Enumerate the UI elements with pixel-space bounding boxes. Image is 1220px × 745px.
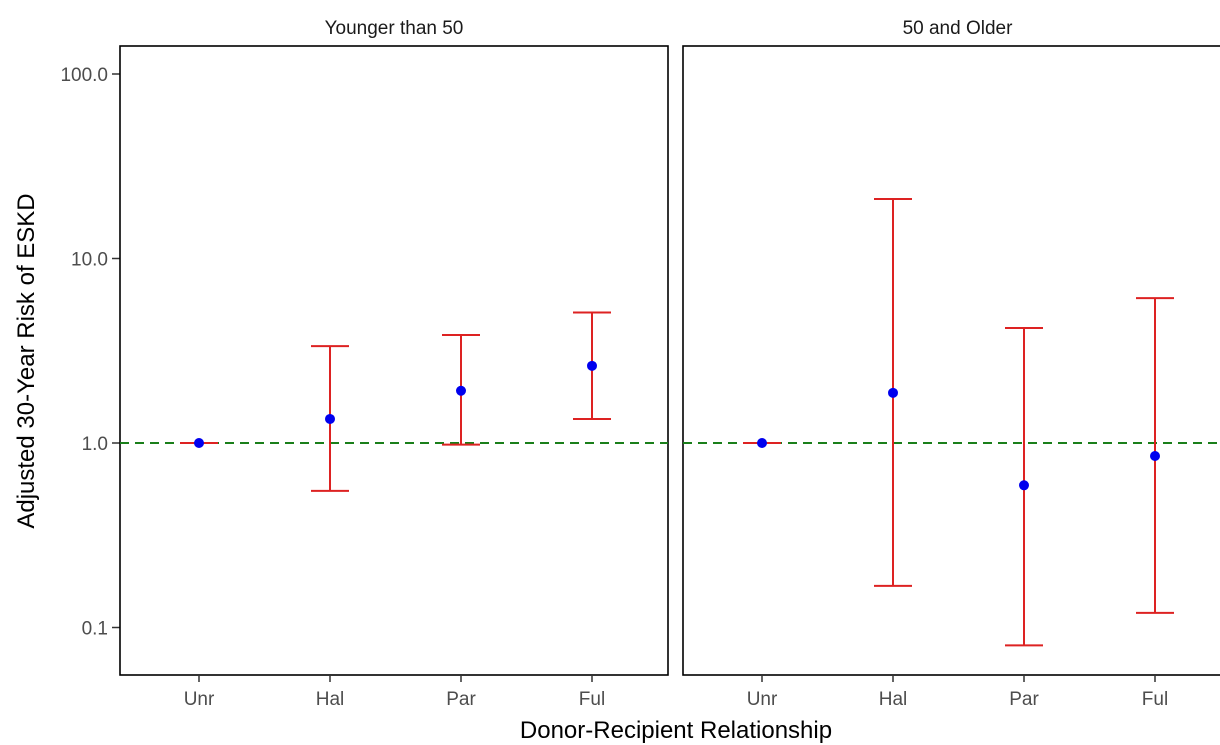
x-tick-label: Par (446, 689, 476, 710)
x-tick-label: Ful (579, 689, 605, 710)
point-estimate (456, 385, 466, 396)
x-tick-label: Unr (184, 689, 215, 710)
point-estimate (888, 387, 898, 398)
x-axis-title: Donor-Recipient Relationship (520, 717, 832, 744)
x-tick-label: Ful (1142, 689, 1168, 710)
x-tick-label: Hal (879, 689, 908, 710)
panel-border (119, 45, 669, 676)
point-estimate (1019, 480, 1029, 491)
y-tick-label: 1.0 (82, 434, 108, 455)
y-tick-label: 100.0 (60, 65, 108, 86)
panel-2: 50 and Older Unr Hal Par Ful (682, 18, 1220, 710)
panel-title: Younger than 50 (325, 18, 464, 39)
x-tick-label: Par (1009, 689, 1039, 710)
panel-title: 50 and Older (903, 18, 1014, 39)
y-tick-label: 0.1 (82, 619, 108, 640)
panel-border (682, 45, 1220, 676)
point-estimate (757, 438, 767, 448)
point-estimate (587, 360, 597, 371)
point-estimate (194, 438, 204, 448)
panel-1: Younger than 50 Unr Hal Par Ful (119, 18, 669, 710)
y-tick-label: 10.0 (71, 250, 108, 271)
x-tick-label: Unr (747, 689, 778, 710)
point-estimate (325, 413, 335, 424)
y-axis-title: Adjusted 30-Year Risk of ESKD (13, 193, 40, 528)
x-tick-label: Hal (316, 689, 345, 710)
point-estimate (1150, 451, 1160, 462)
